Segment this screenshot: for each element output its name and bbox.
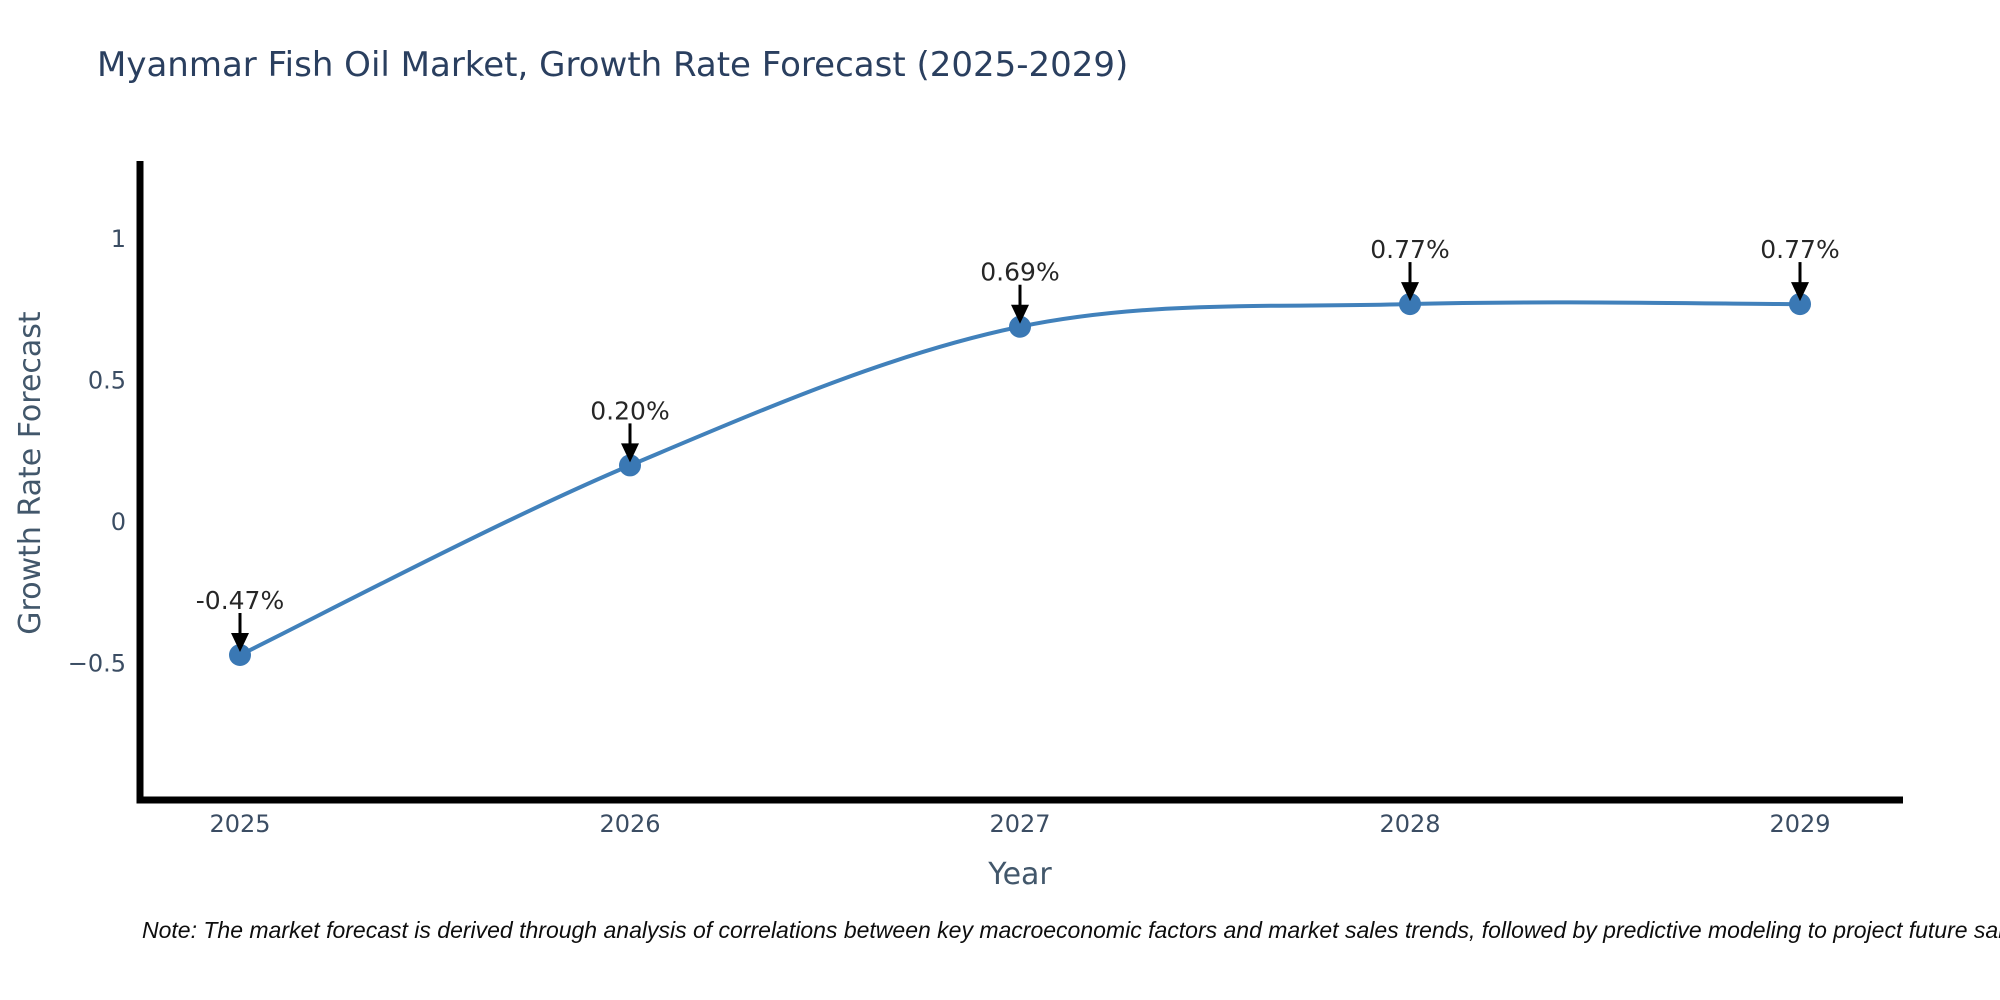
- data-point-label: 0.20%: [590, 396, 669, 425]
- annotation-arrow-head: [1401, 282, 1419, 302]
- data-point-label: 0.77%: [1370, 235, 1449, 264]
- x-tick-label: 2028: [1379, 810, 1440, 838]
- data-point-label: 0.69%: [980, 258, 1059, 287]
- x-tick-label: 2025: [209, 810, 270, 838]
- y-tick-label: −0.5: [68, 650, 126, 678]
- annotation-arrow-head: [1791, 282, 1809, 302]
- x-axis-title: Year: [987, 857, 1052, 892]
- footnote: Note: The market forecast is derived thr…: [142, 917, 2000, 943]
- chart-title: Myanmar Fish Oil Market, Growth Rate For…: [97, 45, 1128, 85]
- data-point: [229, 644, 251, 667]
- y-tick-label: 1: [111, 225, 126, 253]
- annotation-arrow-head: [231, 633, 249, 653]
- y-tick-label: 0: [111, 508, 126, 536]
- x-axis-tick-labels: 2025 2026 2027 2028 2029: [209, 810, 1830, 838]
- data-point-label: 0.77%: [1760, 235, 1839, 264]
- y-axis-title: Growth Rate Forecast: [13, 311, 48, 635]
- annotation-arrow-head: [621, 443, 639, 463]
- x-tick-label: 2026: [599, 810, 660, 838]
- data-point-label: -0.47%: [196, 586, 284, 615]
- y-axis-tick-labels: 1 0.5 0 −0.5: [68, 225, 126, 678]
- data-point-markers: [229, 293, 1811, 667]
- data-point-annotations: -0.47% 0.20% 0.69% 0.77% 0.77%: [196, 235, 1840, 653]
- y-tick-label: 0.5: [88, 367, 126, 395]
- annotation-arrow-head: [1011, 304, 1029, 324]
- series-line: [239, 300, 1801, 657]
- data-point: [1789, 293, 1811, 316]
- data-point: [619, 454, 641, 477]
- x-tick-label: 2027: [989, 810, 1050, 838]
- data-point: [1009, 315, 1031, 338]
- data-point: [1399, 293, 1421, 316]
- x-tick-label: 2029: [1769, 810, 1830, 838]
